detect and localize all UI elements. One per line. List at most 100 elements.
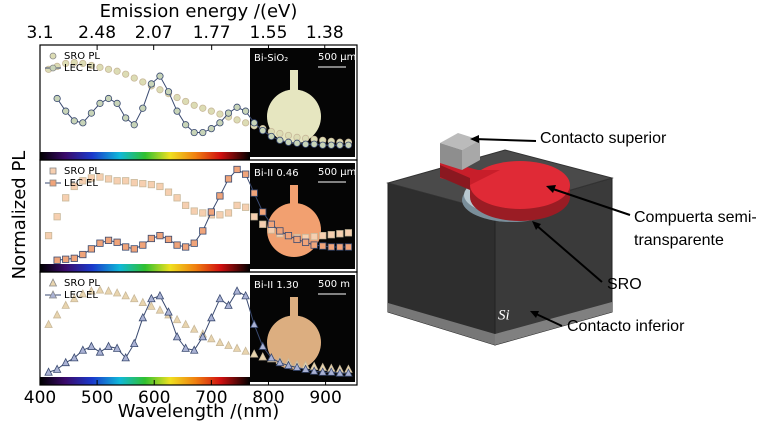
marker [242,120,248,126]
marker [277,228,283,234]
marker [54,95,60,101]
marker [88,110,94,116]
marker [88,246,94,252]
colorbar [40,152,250,160]
marker [174,108,180,114]
marker [234,202,240,208]
marker [157,232,163,238]
marker [156,292,163,299]
marker [114,289,121,296]
marker [140,180,146,186]
marker [148,81,154,87]
marker [97,100,103,106]
marker [165,236,171,242]
marker [174,94,180,100]
marker [285,139,291,145]
marker [131,122,137,128]
inset-label: Bi-II 0.46 [254,168,299,179]
marker [302,141,308,147]
marker [200,228,206,234]
marker [242,171,248,177]
marker [234,104,240,110]
marker [148,235,154,241]
marker [191,240,197,246]
marker [337,244,343,250]
marker [71,255,77,261]
marker [96,348,103,355]
marker [191,129,197,135]
marker [233,344,240,351]
marker [63,256,69,262]
marker [122,115,128,121]
marker [294,140,300,146]
x2-tick-label: 1.77 [193,23,231,43]
label: SRO [607,276,642,293]
marker [165,308,172,315]
marker [225,301,232,308]
marker [54,365,61,372]
marker [45,232,51,238]
marker [225,110,231,116]
marker [173,333,180,340]
x2-tick-label: 2.48 [78,23,116,43]
marker [208,335,215,342]
marker [277,130,283,136]
inset-pad [267,90,321,144]
marker [268,221,274,227]
marker [157,87,163,93]
marker [251,214,257,220]
marker [79,346,86,353]
marker [345,244,351,250]
marker [328,231,334,237]
legend-label: SRO PL [64,278,100,289]
marker [337,231,343,237]
marker [234,117,240,123]
x2-tick-label: 1.38 [306,23,344,43]
marker [260,209,266,215]
marker [54,257,60,263]
marker [242,347,249,354]
marker [131,246,137,252]
legend-marker [50,65,56,71]
marker [131,340,138,347]
marker [97,240,103,246]
legend-label: LEC EL [64,178,98,189]
marker [157,73,163,79]
x2-axis-label: Emission energy /(eV) [100,1,298,22]
marker [165,189,171,195]
marker [122,71,128,77]
label: Compuerta semi- [634,209,757,226]
marker [233,287,240,294]
marker [71,118,77,124]
inset-stem [290,70,298,92]
marker [114,239,120,245]
label: Si [498,307,510,323]
marker [131,295,138,302]
x-tick-label: 500 [81,388,113,408]
marker [62,359,69,366]
marker [122,244,128,250]
inset-scale: 500 m [318,279,350,290]
marker [54,311,61,318]
marker [260,127,266,133]
marker [182,321,189,328]
marker [173,316,180,323]
marker [216,339,223,346]
marker [225,342,232,349]
marker [285,132,291,138]
marker [156,306,163,313]
marker [157,183,163,189]
marker [337,142,343,148]
marker [285,232,291,238]
marker [208,209,214,215]
marker [182,244,188,250]
colorbar [40,377,250,385]
inset-scale: 500 μm [318,167,356,178]
marker [114,178,120,184]
marker [140,242,146,248]
x-tick-label: 400 [24,388,56,408]
marker [242,292,249,299]
marker [200,210,206,216]
marker [131,179,137,185]
legend-marker [50,53,56,59]
